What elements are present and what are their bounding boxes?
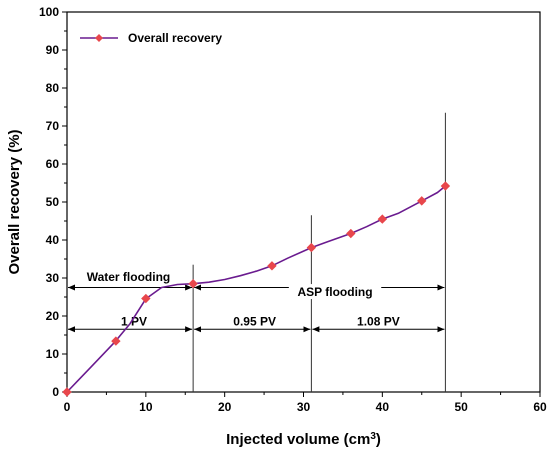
annotation-label: ASP flooding <box>297 285 372 299</box>
x-tick-label: 10 <box>139 400 153 414</box>
annotation-label: 1 PV <box>121 314 147 328</box>
y-tick-label: 90 <box>46 43 60 57</box>
legend-label: Overall recovery <box>128 31 222 45</box>
annotation-label: 1.08 PV <box>357 314 400 328</box>
data-point-marker <box>306 242 317 253</box>
y-tick-label: 10 <box>46 347 60 361</box>
x-tick-label: 40 <box>376 400 390 414</box>
x-axis-title-superscript: 3 <box>370 431 376 442</box>
x-tick-label: 30 <box>297 400 311 414</box>
y-tick-label: 100 <box>39 5 59 19</box>
annotation-label-bg <box>75 269 182 285</box>
data-point-marker <box>188 278 198 289</box>
annotation-label-bg <box>350 313 407 329</box>
plot-frame <box>66 11 541 393</box>
series-line <box>66 185 446 393</box>
annotation-label: Water flooding <box>87 270 171 284</box>
y-tick-label: 30 <box>46 271 60 285</box>
y-tick-label: 20 <box>46 309 60 323</box>
x-axis-title-close: ) <box>376 431 381 448</box>
y-tick-label: 40 <box>46 233 60 247</box>
x-tick-label: 60 <box>533 400 547 414</box>
x-tick-label: 0 <box>64 400 71 414</box>
annotation-label: 0.95 PV <box>233 314 276 328</box>
x-tick-label: 20 <box>218 400 232 414</box>
legend-marker <box>95 34 103 42</box>
x-axis-title: Injected volume (cm3) <box>226 431 381 449</box>
annotation-label-bg <box>226 313 283 329</box>
data-point-marker <box>62 387 72 397</box>
data-point-marker <box>141 293 151 304</box>
data-point-marker <box>346 228 356 239</box>
y-tick-label: 50 <box>46 195 60 209</box>
y-tick-label: 80 <box>46 81 60 95</box>
data-point-marker <box>377 214 388 224</box>
y-tick-label: 0 <box>52 385 59 399</box>
data-point-marker <box>417 196 427 206</box>
data-point-marker <box>111 336 121 346</box>
annotation-label-bg <box>116 313 152 329</box>
y-tick-label: 70 <box>46 119 60 133</box>
annotation-label-bg <box>288 284 382 300</box>
data-point-marker <box>267 261 277 271</box>
x-tick-label: 50 <box>454 400 468 414</box>
y-tick-label: 60 <box>46 157 60 171</box>
y-axis-title: Overall recovery (%) <box>6 129 23 274</box>
data-point-marker <box>440 181 451 191</box>
